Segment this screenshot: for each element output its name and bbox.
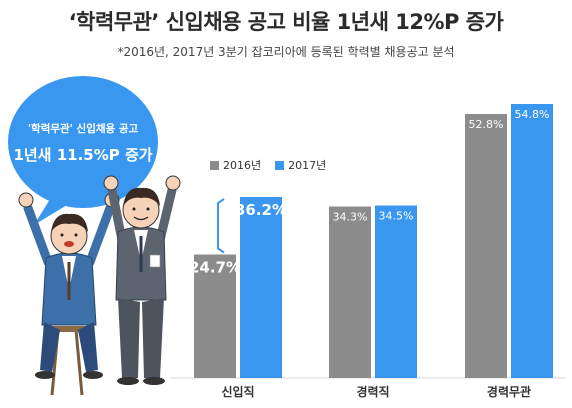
category-label-1: 경력직 <box>356 384 389 399</box>
page-subtitle: *2016년, 2017년 3분기 잡코리아에 등록된 학력별 채용공고 분석 <box>117 45 455 59</box>
bar-2017-1 <box>375 205 417 378</box>
legend-item-2017: 2017년 <box>275 157 326 173</box>
increase-bracket <box>217 198 225 254</box>
chart-legend: 2016년 2017년 <box>210 157 326 173</box>
data-label-2017-1: 34.5% <box>379 210 414 223</box>
data-label-2017-2: 54.8% <box>515 108 550 121</box>
bar-2016-0 <box>194 254 236 378</box>
data-label-2017-0: 36.2% <box>235 201 287 219</box>
data-label-2016-1: 34.3% <box>333 211 368 224</box>
bar-2016-2 <box>465 114 507 378</box>
bar-2016-1 <box>329 206 371 378</box>
bubble-line2: 1년새 11.5%P 증가 <box>13 146 153 164</box>
person-right-icon <box>103 175 181 385</box>
legend-item-2016: 2016년 <box>210 157 261 173</box>
bar-2017-2 <box>511 104 553 378</box>
speech-bubble <box>8 76 158 225</box>
page-title: ‘학력무관’ 신입채용 공고 비율 1년새 12%P 증가 <box>68 10 504 34</box>
legend-swatch-2016 <box>210 160 219 170</box>
legend-label-2017: 2017년 <box>288 159 327 172</box>
person-left-icon <box>18 192 120 396</box>
legend-swatch-2017 <box>275 160 285 170</box>
category-label-0: 신입직 <box>221 384 254 399</box>
category-label-2: 경력무관 <box>487 384 531 399</box>
data-label-2016-0: 24.7% <box>189 259 241 277</box>
data-label-2016-2: 52.8% <box>469 118 504 131</box>
bar-2017-0 <box>240 197 282 378</box>
legend-label-2016: 2016년 <box>223 159 262 172</box>
bubble-line1: '학력무관' 신입채용 공고 <box>27 123 139 135</box>
